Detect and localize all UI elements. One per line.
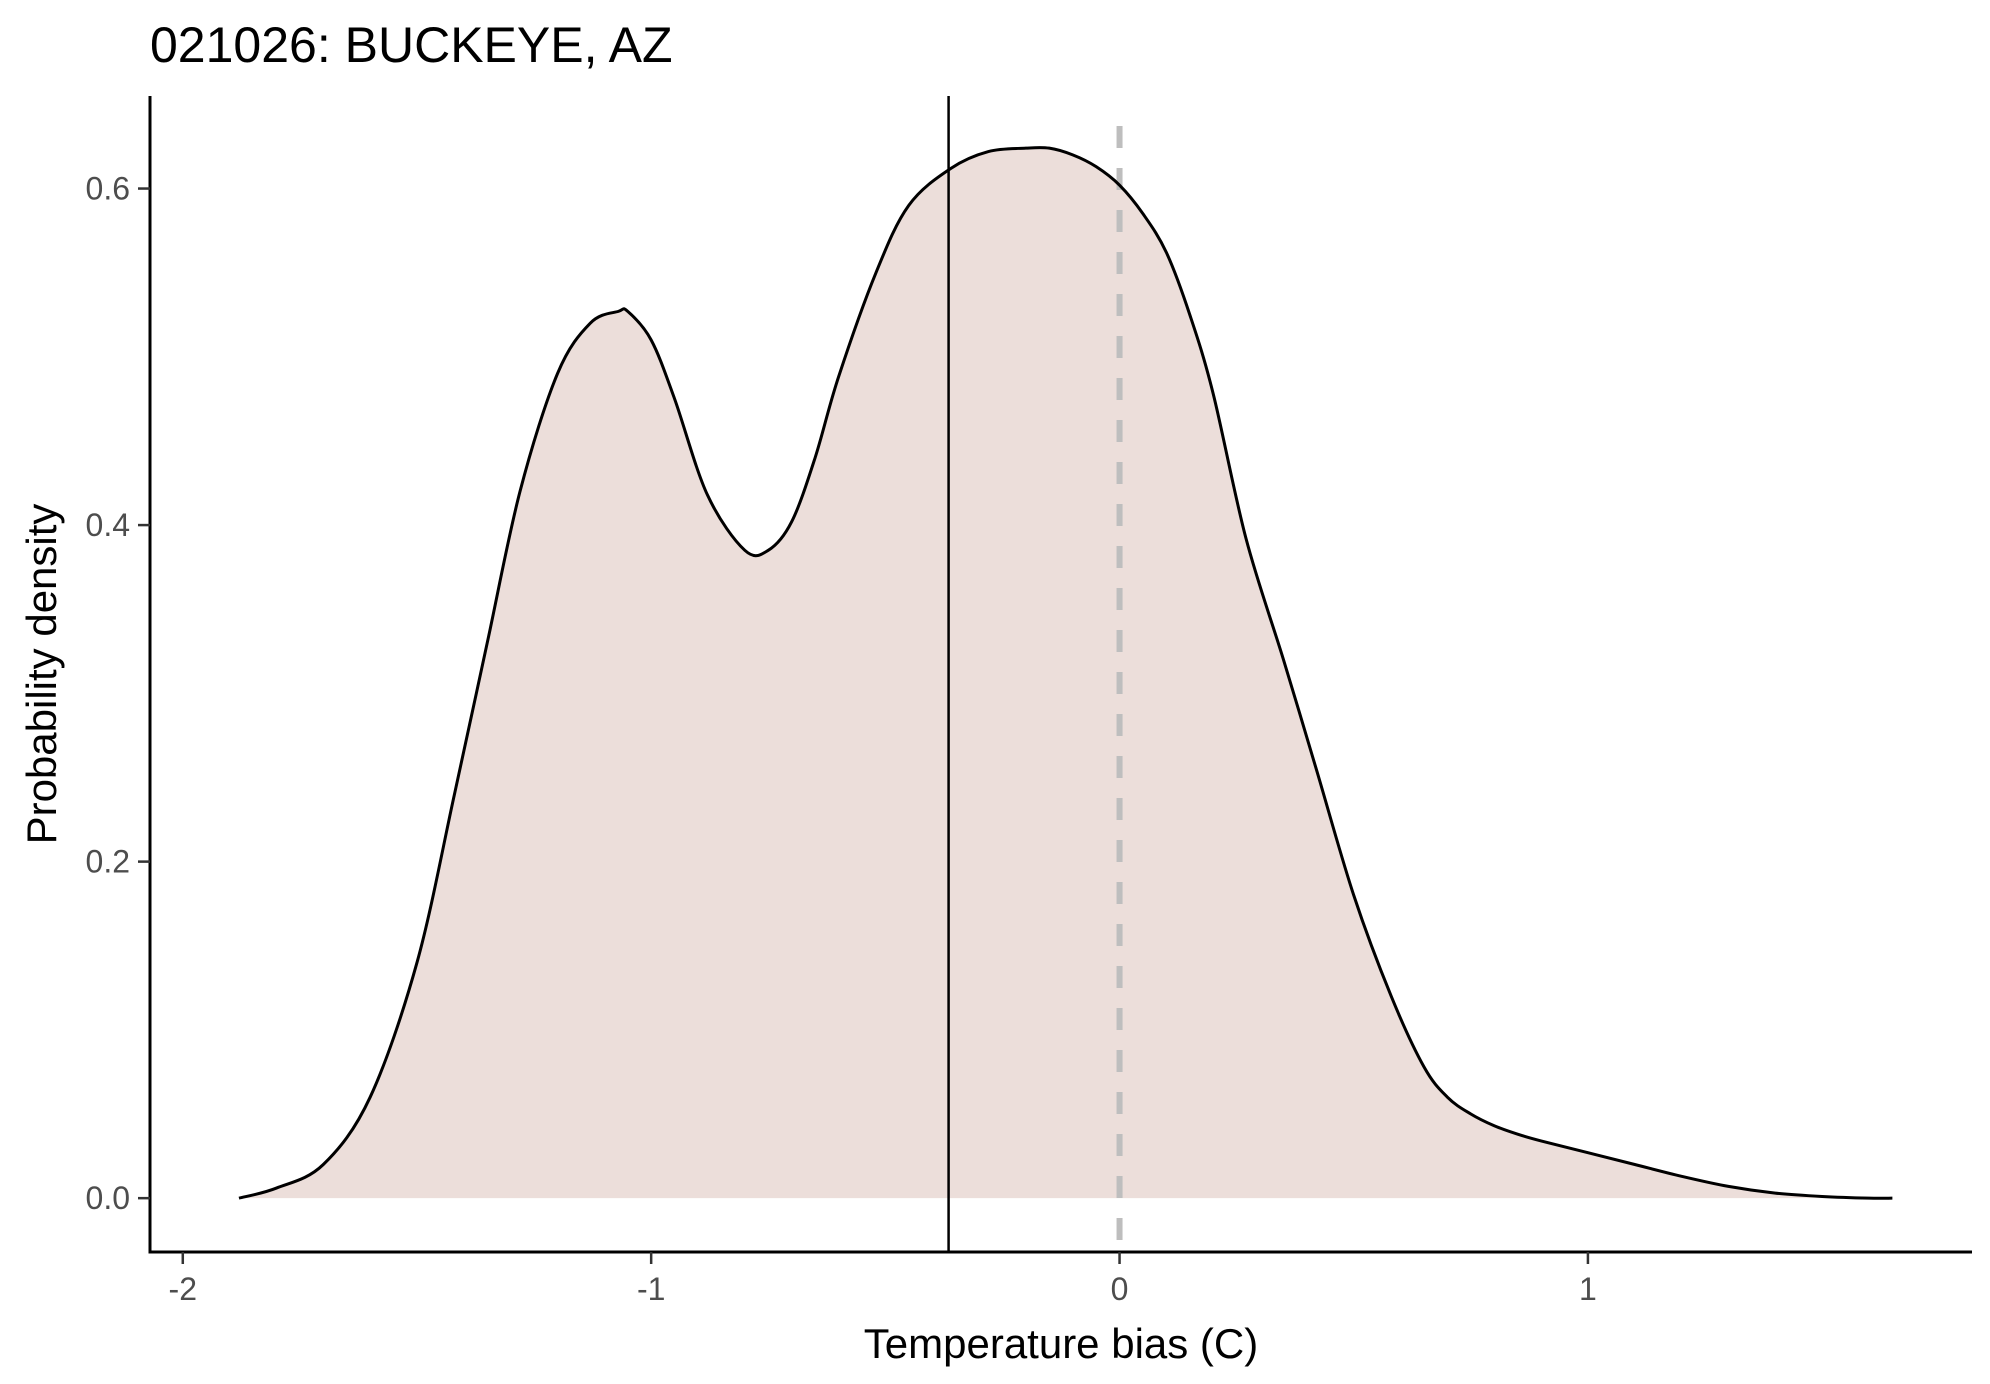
y-tick-label: 0.6 [86,171,130,207]
y-tick-label: 0.0 [86,1180,130,1216]
chart-title: 021026: BUCKEYE, AZ [150,17,673,73]
axes: -2 -1 0 1 0.0 0.2 0.4 0.6 [86,96,1972,1307]
y-axis-title: Probability density [18,504,65,845]
x-tick-label: 0 [1111,1271,1129,1307]
x-axis-title: Temperature bias (C) [864,1320,1258,1367]
plot-area [238,96,1893,1252]
y-tick-label: 0.2 [86,844,130,880]
density-curve [238,146,1893,1200]
y-tick-label: 0.4 [86,507,130,543]
density-area [238,147,1893,1199]
x-tick-label: -1 [637,1271,665,1307]
x-tick-label: -2 [169,1271,197,1307]
x-tick-label: 1 [1579,1271,1597,1307]
